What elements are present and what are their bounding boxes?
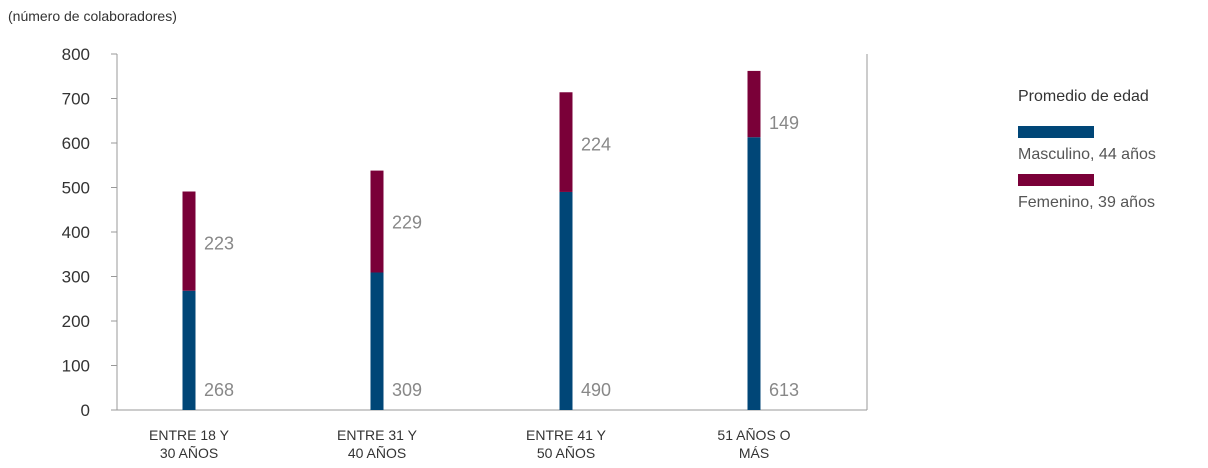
bar-femenino	[370, 170, 384, 273]
y-tick-label: 300	[62, 268, 90, 287]
bar-femenino	[747, 70, 761, 138]
legend-label-masculino: Masculino, 44 años	[1018, 146, 1156, 163]
x-category-label: ENTRE 18 Y	[149, 427, 230, 443]
y-tick-label: 0	[81, 401, 90, 420]
bar-femenino	[559, 92, 573, 192]
y-tick-label: 800	[62, 45, 90, 64]
x-category-label: ENTRE 41 Y	[526, 427, 607, 443]
bar-masculino	[182, 290, 196, 410]
data-label-femenino: 224	[581, 134, 611, 154]
stacked-bar-chart: 0 100 200 300 400 500 600 700 800 268 223 ENTRE 18 …	[62, 45, 868, 461]
x-category-label: 30 AÑOS	[160, 445, 218, 461]
y-tick-label: 700	[62, 90, 90, 109]
y-tick-label: 600	[62, 134, 90, 153]
y-tick-label: 100	[62, 357, 90, 376]
x-category-label: 51 AÑOS O	[717, 427, 790, 443]
data-label-femenino: 223	[204, 234, 234, 254]
legend-swatch-masculino	[1018, 126, 1094, 138]
data-label-masculino: 309	[392, 380, 422, 400]
data-label-masculino: 490	[581, 380, 611, 400]
data-label-masculino: 268	[204, 380, 234, 400]
x-category-label: 40 AÑOS	[348, 445, 406, 461]
legend-title: Promedio de edad	[1018, 88, 1149, 105]
x-category-label: MÁS	[739, 445, 769, 461]
y-tick-label: 200	[62, 312, 90, 331]
legend-label-femenino: Femenino, 39 años	[1018, 194, 1155, 211]
x-category-label: 50 AÑOS	[537, 445, 595, 461]
bar-masculino	[370, 272, 384, 410]
data-label-femenino: 229	[392, 213, 422, 233]
bar-masculino	[747, 137, 761, 410]
y-axis-unit-label: (número de colaboradores)	[8, 8, 177, 24]
data-label-femenino: 149	[769, 113, 799, 133]
x-category-label: ENTRE 31 Y	[337, 427, 418, 443]
y-tick-label: 500	[62, 179, 90, 198]
data-label-masculino: 613	[769, 380, 799, 400]
legend-swatch-femenino	[1018, 174, 1094, 186]
bar-masculino	[559, 191, 573, 410]
legend: Promedio de edad Masculino, 44 años Feme…	[1018, 88, 1208, 222]
bar-femenino	[182, 191, 196, 291]
y-tick-label: 400	[62, 223, 90, 242]
